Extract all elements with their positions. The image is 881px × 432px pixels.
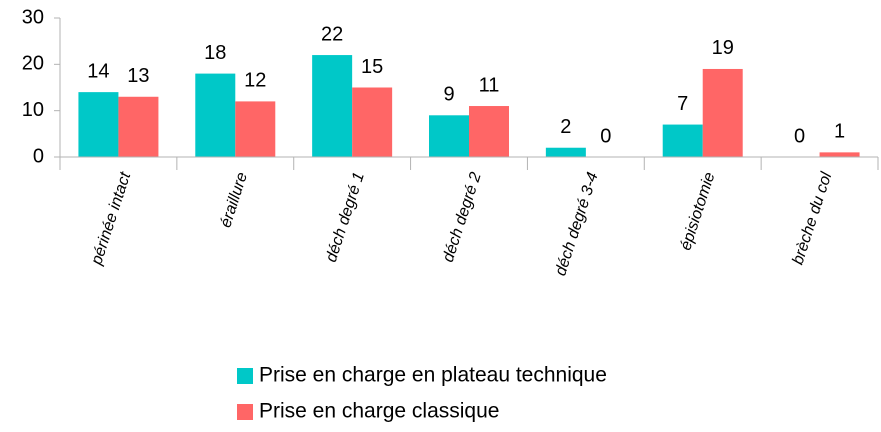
y-tick-label: 20: [22, 53, 44, 75]
value-label: 7: [677, 93, 688, 115]
value-label: 14: [87, 60, 109, 82]
bar: [819, 152, 860, 157]
bar: [352, 87, 393, 157]
y-tick-label: 0: [33, 145, 44, 167]
value-label: 0: [600, 125, 611, 147]
value-label: 2: [560, 116, 571, 138]
x-tick-label: épisiotomie: [677, 170, 718, 252]
bar: [195, 73, 236, 157]
bar: [469, 106, 509, 157]
bar: [78, 92, 119, 157]
bar: [235, 101, 276, 157]
x-tick-label: éraillure: [217, 170, 251, 229]
value-label: 12: [244, 70, 266, 92]
value-label: 15: [361, 56, 383, 78]
x-tick-label: déch degré 2: [440, 170, 485, 264]
value-label: 22: [321, 23, 343, 45]
bar: [702, 68, 743, 157]
y-tick-label: 30: [22, 6, 44, 28]
value-label: 11: [479, 74, 500, 96]
value-label: 18: [204, 42, 226, 64]
bar: [429, 115, 469, 157]
legend-label: Prise en charge classique: [259, 400, 499, 423]
value-label: 19: [712, 37, 734, 59]
y-tick-label: 10: [22, 99, 44, 121]
value-label: 9: [443, 84, 454, 106]
x-tick-label: périnée intact: [88, 170, 134, 268]
legend-swatch: [237, 368, 253, 384]
bar: [662, 124, 703, 157]
legend-swatch: [237, 404, 253, 420]
x-tick-label: brèche du col: [790, 170, 836, 267]
value-label: 0: [794, 125, 805, 147]
value-label: 13: [127, 65, 149, 87]
x-tick-label: déch degré 3-4: [552, 170, 601, 278]
bar: [118, 96, 159, 157]
legend-label: Prise en charge en plateau technique: [259, 364, 607, 387]
bar: [545, 147, 586, 157]
value-label: 1: [834, 121, 845, 143]
x-tick-label: déch degré 1: [323, 170, 368, 264]
bar: [312, 55, 353, 157]
